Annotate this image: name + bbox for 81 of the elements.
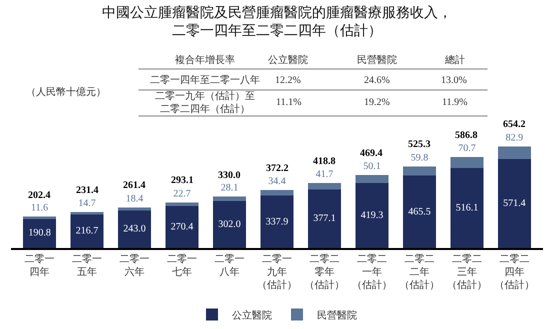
text: 11.9% [442, 97, 468, 108]
bar [450, 168, 484, 248]
data-label: 516.1 [456, 202, 478, 214]
x-tick-label: 二零二三年（估計） [446, 254, 487, 291]
data-label: 571.4 [503, 198, 526, 210]
x-tick-label: 二零二二年（估計） [399, 254, 440, 291]
data-label: 11.6 [31, 202, 48, 214]
bar [22, 218, 56, 248]
chart-subtitle: 二零一四年至二零二四年（估計） [172, 23, 382, 39]
x-tick-label: 二零二四年（估計） [494, 254, 534, 291]
bar [212, 201, 246, 248]
text: 二零一九年（估計）至二零二四年（估計） [155, 90, 255, 115]
text: 19.2% [364, 97, 390, 108]
legend-label: 公立醫院 [232, 309, 272, 322]
data-label: 190.8 [28, 228, 51, 239]
bar [402, 176, 436, 248]
text: 24.6% [364, 75, 390, 86]
text: 二零一四年至二零一八年 [150, 74, 260, 86]
data-label: 419.3 [360, 210, 384, 221]
x-tick-label: 二零二零年（估計） [304, 254, 344, 291]
text: 複合年增長率 [175, 54, 235, 66]
bar [450, 156, 484, 168]
chart-title: 中國公立腫瘤醫院及民營腫瘤醫院的腫瘤醫療服務收入， [102, 4, 452, 21]
data-label: 270.4 [170, 222, 194, 232]
x-tick-label: 二零一七年 [167, 254, 198, 278]
total-label: 525.3 [408, 139, 430, 150]
data-label: 22.7 [173, 188, 191, 200]
data-label: 302.0 [218, 219, 241, 230]
data-label: 377.1 [313, 213, 336, 224]
x-tick-label: 二零二一年（估計） [352, 254, 392, 291]
x-tick-label: 二零一五年 [72, 254, 102, 278]
total-label: 231.4 [76, 185, 98, 196]
text: 11.1% [276, 97, 302, 108]
data-label: 70.7 [458, 142, 476, 154]
bar [165, 202, 199, 206]
total-label: 261.4 [123, 180, 146, 191]
data-label: 14.7 [78, 198, 96, 210]
bar [498, 159, 532, 248]
data-label: 216.7 [76, 226, 98, 237]
total-label: 586.8 [455, 130, 478, 141]
data-label: 337.9 [266, 216, 288, 228]
text: 12.2% [275, 75, 301, 86]
bar [402, 166, 436, 176]
total-label: 654.2 [503, 119, 526, 130]
bar [308, 189, 342, 248]
total-label: 202.4 [28, 190, 50, 201]
data-label: 50.1 [363, 161, 381, 172]
total-label: 372.2 [266, 163, 288, 174]
text: 總計 [444, 54, 465, 66]
bar [70, 214, 104, 248]
text: 13.0% [441, 75, 467, 86]
bar [118, 207, 152, 210]
data-label: 41.7 [316, 168, 334, 180]
bar [118, 210, 152, 248]
data-label: 28.1 [220, 182, 238, 194]
text: 民營醫院 [357, 54, 397, 66]
total-label: 330.0 [218, 170, 240, 181]
bar [260, 190, 294, 196]
text: （人民幣十億元） [26, 86, 106, 98]
bar [212, 196, 246, 202]
data-label: 18.4 [126, 193, 144, 204]
bar [498, 146, 532, 160]
total-label: 293.1 [171, 175, 194, 186]
legend-label: 民營醫院 [317, 309, 357, 322]
data-label: 82.9 [506, 132, 524, 144]
bar [355, 175, 389, 183]
data-label: 34.4 [268, 176, 286, 188]
text: 公立醫院 [268, 54, 308, 66]
total-label: 418.8 [313, 156, 336, 167]
data-label: 465.5 [408, 206, 431, 218]
bar [308, 182, 342, 190]
x-tick-label: 二零一四年 [24, 254, 55, 278]
bar [260, 196, 294, 248]
bar [165, 206, 199, 248]
x-tick-label: 二零一六年 [120, 254, 150, 278]
x-tick-label: 二零一九年（估計） [257, 254, 297, 291]
data-label: 243.0 [123, 224, 146, 235]
x-tick-label: 二零一八年 [214, 254, 245, 278]
bar [355, 182, 389, 248]
data-label: 59.8 [410, 152, 428, 164]
total-label: 469.4 [360, 148, 382, 159]
